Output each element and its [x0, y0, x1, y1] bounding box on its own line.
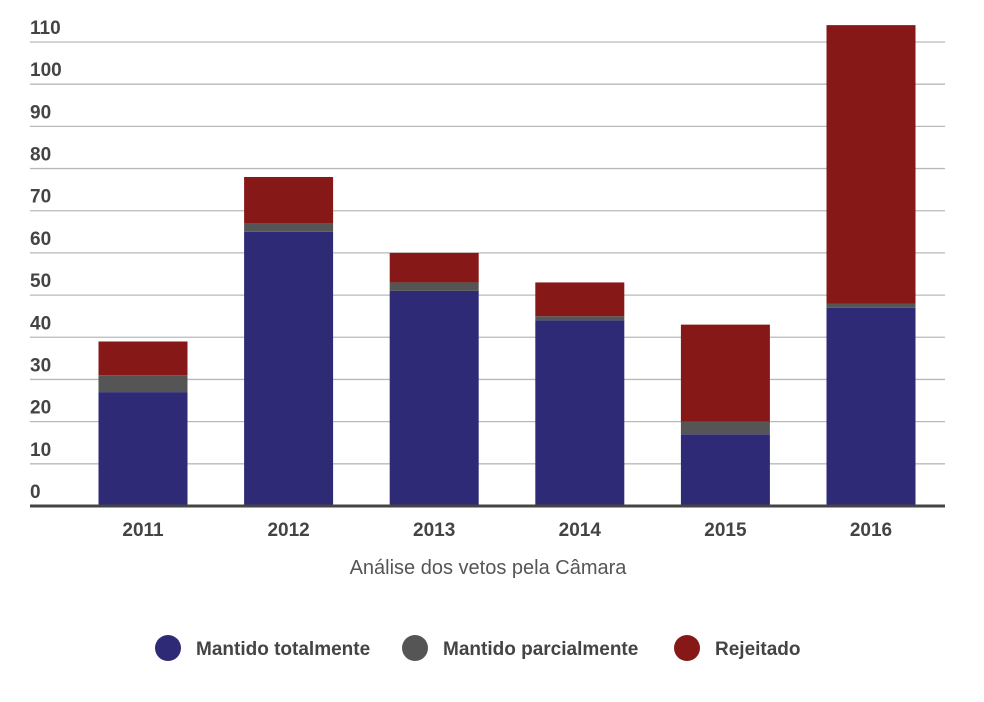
y-tick-label: 20 [30, 398, 51, 419]
y-tick-label: 50 [30, 271, 51, 292]
y-tick-label: 110 [30, 18, 61, 39]
bar-segment [244, 231, 334, 506]
x-tick-label: 2012 [267, 520, 309, 541]
bar-segment [680, 421, 770, 435]
bar-segment [98, 392, 188, 506]
bar-segment [98, 375, 188, 393]
y-tick-label: 40 [30, 313, 51, 334]
legend-label: Mantido parcialmente [443, 639, 638, 660]
bar-segment [389, 252, 479, 283]
x-axis-title: Análise dos vetos pela Câmara [350, 557, 628, 579]
x-axis-ticks: 2011 2012 2013 2014 2015 2016 [122, 520, 892, 541]
y-tick-label: 100 [30, 60, 62, 81]
bar-segment [244, 176, 334, 224]
bar-segment [535, 282, 625, 317]
legend-swatch [155, 635, 181, 661]
legend-swatch [402, 635, 428, 661]
bar-segment [389, 290, 479, 506]
bar-segment [535, 316, 625, 321]
bars [98, 25, 916, 506]
legend-label: Mantido totalmente [196, 639, 370, 660]
bar-segment [535, 320, 625, 506]
x-tick-label: 2013 [413, 520, 455, 541]
y-tick-label: 80 [30, 145, 51, 166]
x-tick-label: 2016 [850, 520, 892, 541]
y-tick-label: 10 [30, 440, 51, 461]
y-axis-ticks: 0 10 20 30 40 50 60 70 80 90 100 110 [30, 18, 62, 503]
bar-segment [244, 223, 334, 232]
bar-segment [98, 341, 188, 376]
bar-segment [826, 25, 916, 304]
bar-segment [680, 324, 770, 422]
bar-segment [826, 307, 916, 506]
y-tick-label: 90 [30, 102, 51, 123]
y-tick-label: 30 [30, 355, 51, 376]
legend: Mantido totalmente Mantido parcialmente Re… [155, 635, 801, 661]
legend-label: Rejeitado [715, 639, 801, 660]
y-tick-label: 70 [30, 187, 51, 208]
x-tick-label: 2015 [704, 520, 747, 541]
bar-segment [389, 282, 479, 291]
legend-swatch [674, 635, 700, 661]
y-tick-label: 0 [30, 482, 41, 503]
bar-segment [680, 434, 770, 506]
x-tick-label: 2014 [559, 520, 602, 541]
x-tick-label: 2011 [122, 520, 164, 541]
bar-segment [826, 303, 916, 308]
y-tick-label: 60 [30, 229, 51, 250]
